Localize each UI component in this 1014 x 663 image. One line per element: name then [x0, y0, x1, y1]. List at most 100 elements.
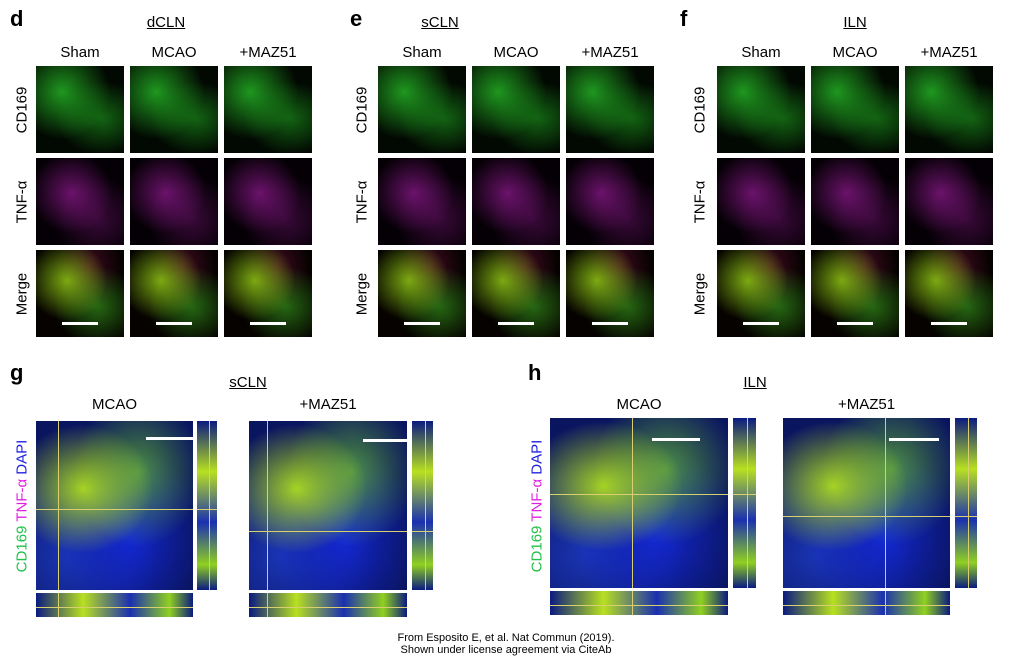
row-label: Merge	[13, 272, 31, 316]
micrograph	[130, 158, 218, 245]
orthogonal-view-xz	[36, 593, 193, 617]
crosshair-vertical	[746, 418, 748, 588]
stain-cd169: CD169	[528, 525, 546, 573]
scale-bar	[250, 322, 286, 325]
column-header: +MAZ51	[299, 396, 357, 413]
crosshair-vertical	[58, 421, 59, 590]
scale-bar	[363, 439, 407, 442]
crosshair-horizontal	[249, 531, 407, 532]
column-header: MCAO	[616, 396, 662, 413]
column-header: MCAO	[493, 44, 539, 61]
orthogonal-view-yz	[733, 418, 756, 588]
panel-title: dCLN	[146, 14, 186, 31]
crosshair-horizontal	[955, 516, 977, 517]
micrograph	[472, 250, 560, 337]
crosshair-horizontal	[783, 516, 950, 517]
stain-label: CD169 TNF-α DAPI	[14, 440, 31, 573]
column-header: MCAO	[832, 44, 878, 61]
column-header: MCAO	[151, 44, 197, 61]
crosshair-horizontal	[197, 509, 217, 510]
panel-label: d	[10, 6, 24, 31]
stain-dapi: DAPI	[13, 439, 31, 479]
row-label: Merge	[353, 272, 371, 316]
orthogonal-view-yz	[412, 421, 433, 590]
crosshair-vertical	[885, 591, 886, 615]
micrograph	[378, 66, 466, 153]
micrograph	[905, 158, 993, 245]
crosshair-vertical	[632, 418, 633, 588]
row-label: Merge	[691, 272, 709, 316]
row-label: TNF-α	[353, 180, 371, 224]
micrograph	[36, 250, 124, 337]
orthogonal-view-xz	[249, 593, 407, 617]
confocal-image	[550, 418, 728, 588]
crosshair-horizontal	[36, 509, 193, 510]
scale-bar	[837, 322, 873, 325]
crosshair-vertical	[424, 421, 426, 590]
micrograph	[566, 250, 654, 337]
crosshair-vertical	[885, 418, 886, 588]
confocal-image	[783, 418, 950, 588]
stain-cd169: CD169	[13, 525, 31, 573]
column-header: +MAZ51	[581, 44, 639, 61]
confocal-image	[36, 421, 193, 590]
confocal-image	[249, 421, 407, 590]
crosshair-horizontal	[733, 494, 756, 495]
crosshair-horizontal	[550, 605, 728, 607]
micrograph	[811, 66, 899, 153]
crosshair-vertical	[968, 418, 970, 588]
stain-tnf: TNF-α	[528, 478, 546, 526]
row-label: TNF-α	[691, 180, 709, 224]
column-header: Sham	[741, 44, 781, 61]
panel-label: e	[350, 6, 363, 31]
micrograph	[905, 250, 993, 337]
crosshair-vertical	[267, 421, 268, 590]
micrograph	[472, 66, 560, 153]
micrograph	[378, 158, 466, 245]
crosshair-vertical	[58, 593, 59, 617]
stain-dapi: DAPI	[528, 439, 546, 479]
micrograph	[566, 158, 654, 245]
scale-bar	[889, 438, 939, 441]
micrograph	[36, 158, 124, 245]
orthogonal-view-xz	[783, 591, 950, 615]
scale-bar	[931, 322, 967, 325]
citation-line-1: From Esposito E, et al. Nat Commun (2019…	[397, 632, 615, 644]
row-label: CD169	[353, 86, 371, 134]
scale-bar	[743, 322, 779, 325]
panel-label: g	[10, 360, 24, 385]
column-header: Sham	[60, 44, 100, 61]
micrograph	[224, 250, 312, 337]
scale-bar	[652, 438, 700, 441]
micrograph	[717, 158, 805, 245]
crosshair-horizontal	[783, 605, 950, 607]
micrograph	[36, 66, 124, 153]
crosshair-horizontal	[412, 531, 433, 532]
orthogonal-view-yz	[955, 418, 977, 588]
micrograph	[130, 250, 218, 337]
row-label: CD169	[13, 86, 31, 134]
micrograph	[224, 158, 312, 245]
micrograph	[811, 250, 899, 337]
panel-label: f	[680, 6, 688, 31]
crosshair-horizontal	[550, 494, 728, 495]
panel-title: ILN	[743, 374, 767, 391]
crosshair-vertical	[209, 421, 210, 590]
panel-title: sCLN	[229, 374, 267, 391]
row-label: TNF-α	[13, 180, 31, 224]
micrograph	[717, 250, 805, 337]
scale-bar	[404, 322, 440, 325]
micrograph	[224, 66, 312, 153]
orthogonal-view-xz	[550, 591, 728, 615]
row-label: CD169	[691, 86, 709, 134]
scale-bar	[62, 322, 98, 325]
scale-bar	[156, 322, 192, 325]
column-header: Sham	[402, 44, 442, 61]
crosshair-vertical	[632, 591, 633, 615]
panel-title: sCLN	[421, 14, 459, 31]
orthogonal-view-yz	[197, 421, 217, 590]
citation-line-2: Shown under license agreement via CiteAb	[400, 644, 612, 656]
scale-bar	[146, 437, 193, 440]
scale-bar	[592, 322, 628, 325]
micrograph	[472, 158, 560, 245]
